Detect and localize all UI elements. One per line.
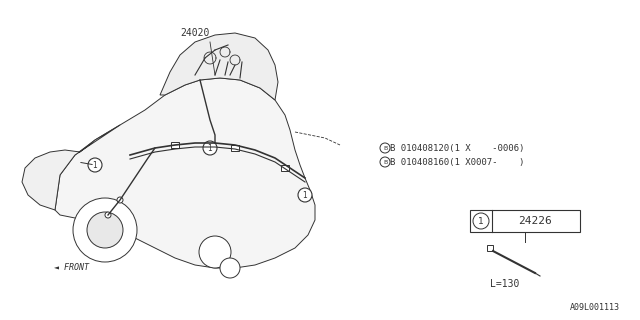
PathPatch shape [55,78,315,268]
Text: 24226: 24226 [518,216,552,226]
Circle shape [380,157,390,167]
Text: 1: 1 [207,143,212,153]
Text: B: B [383,159,387,164]
Circle shape [298,188,312,202]
Text: ◄ FRONT: ◄ FRONT [54,263,90,273]
FancyBboxPatch shape [470,210,580,232]
Bar [231,145,239,151]
Text: 1: 1 [303,190,307,199]
Bar [487,245,493,251]
Circle shape [88,158,102,172]
Circle shape [87,212,123,248]
Circle shape [105,212,111,218]
Bar [281,165,289,171]
PathPatch shape [160,33,278,100]
Text: 1: 1 [478,217,484,226]
Bar [171,142,179,148]
Circle shape [73,198,137,262]
Text: A09L001113: A09L001113 [570,303,620,312]
Text: 1: 1 [93,161,97,170]
Circle shape [473,213,489,229]
Text: 24020: 24020 [180,28,210,38]
Circle shape [220,258,240,278]
Circle shape [199,236,231,268]
PathPatch shape [22,125,120,210]
Text: B 010408160(1 X0007-    ): B 010408160(1 X0007- ) [390,157,524,166]
Circle shape [117,197,123,203]
Text: L=130: L=130 [490,279,520,289]
Text: B: B [383,146,387,150]
Circle shape [203,141,217,155]
Circle shape [380,143,390,153]
Text: B 010408120(1 X    -0006): B 010408120(1 X -0006) [390,143,524,153]
